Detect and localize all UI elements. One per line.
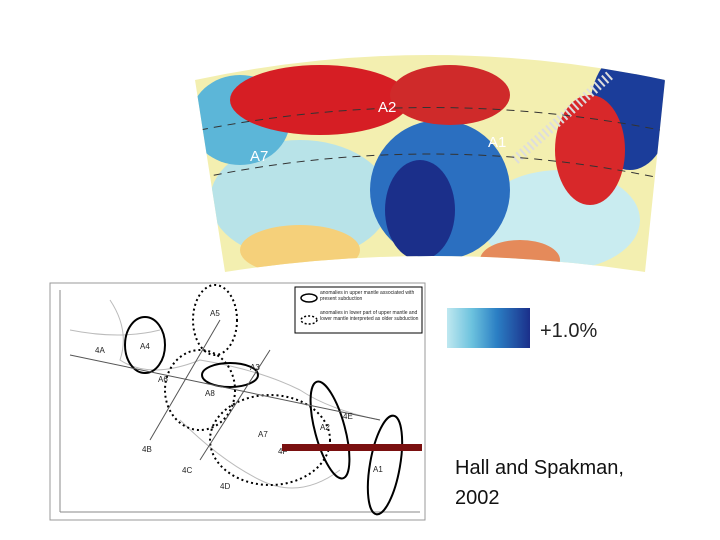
section-line (282, 444, 422, 451)
map-label: 4A (95, 346, 105, 355)
map-label: 4E (343, 412, 353, 421)
scale-label: +1.0% (540, 320, 597, 342)
map-label: A3 (250, 363, 260, 372)
map-label: A2 (320, 423, 330, 432)
map-label: A7 (258, 430, 268, 439)
map-figure: anomalies in upper mantle associated wit… (49, 282, 426, 521)
caption: Hall and Spakman, (455, 457, 624, 479)
map-legend-entry: anomalies in lower part of upper mantle … (320, 310, 419, 322)
map-label: A1 (373, 465, 383, 474)
tomography-label: A7 (250, 148, 268, 165)
map-label: 4C (182, 466, 192, 475)
tomography-image (195, 55, 665, 272)
map-label: 4B (142, 445, 152, 454)
map-label: A6 (158, 375, 168, 384)
map-label: 4F (278, 447, 287, 456)
map-label: 4D (220, 482, 230, 491)
tomography-label: A1 (488, 134, 506, 151)
map-label: A4 (140, 342, 150, 351)
map-label: A8 (205, 389, 215, 398)
caption: 2002 (455, 487, 500, 509)
map-label: A5 (210, 309, 220, 318)
tomography-label: A2 (378, 99, 396, 116)
map-legend-entry: anomalies in upper mantle associated wit… (320, 290, 415, 302)
color-scale (447, 308, 530, 348)
